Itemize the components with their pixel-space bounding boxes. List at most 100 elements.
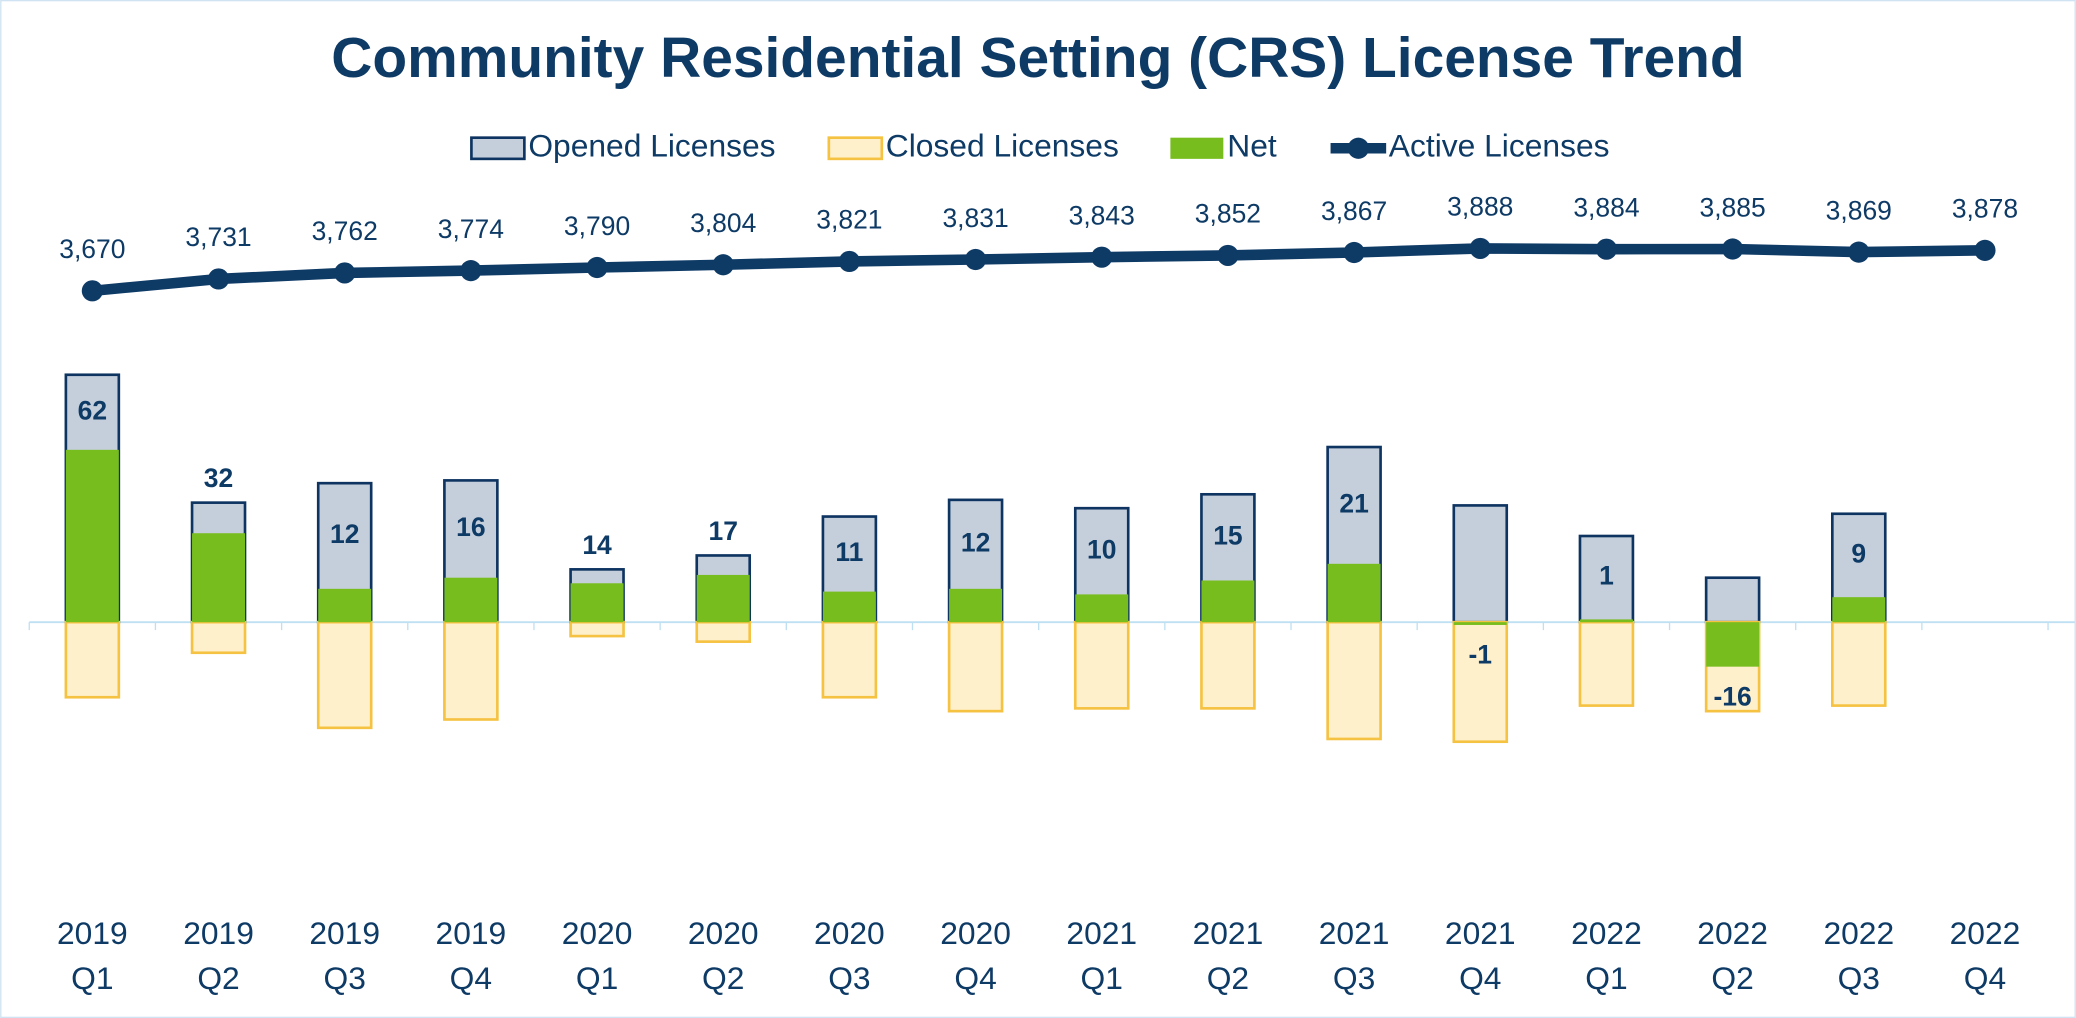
data-label: 12 [961, 527, 990, 557]
data-label: 15 [1213, 520, 1242, 550]
x-tick-label-line: 2019 [436, 915, 507, 951]
bar [1327, 563, 1381, 623]
bar [569, 620, 625, 638]
bar [192, 533, 246, 623]
bar [1201, 580, 1255, 623]
data-label: 10 [1087, 534, 1116, 564]
data-label: 3,888 [1447, 192, 1513, 222]
legend-label: Closed Licenses [886, 128, 1119, 164]
x-tick-label: 2020 Q2 [688, 915, 759, 996]
bar [64, 620, 121, 699]
bar [1706, 622, 1760, 667]
line-marker [1469, 237, 1491, 259]
line-marker [1343, 241, 1365, 264]
data-label: 3,878 [1952, 194, 2018, 224]
bar [822, 591, 876, 623]
bar [1073, 620, 1130, 710]
data-label: 12 [330, 519, 359, 549]
x-tick-label-line: 2022 [1823, 915, 1894, 951]
bar [1832, 597, 1886, 623]
x-tick-label-line: 2021 [1193, 915, 1264, 951]
bar [316, 620, 373, 730]
bar [1452, 620, 1509, 744]
line-marker [460, 260, 482, 282]
data-label: 3,831 [942, 203, 1008, 233]
data-label: 3,762 [312, 216, 378, 246]
x-tick-label-line: 2021 [1445, 915, 1516, 951]
x-tick-label: 2022 Q2 [1697, 915, 1768, 996]
x-tick-label-line: Q4 [1964, 960, 2006, 996]
bar [949, 588, 1003, 623]
line-marker [1722, 238, 1744, 260]
data-label: 32 [204, 463, 233, 493]
legend-swatch [470, 136, 526, 161]
data-label: 3,670 [59, 234, 125, 264]
x-tick-label-line: Q3 [324, 960, 366, 996]
x-tick-label-line: 2020 [688, 915, 759, 951]
x-tick-label-line: Q3 [1838, 960, 1880, 996]
x-tick-label-line: 2021 [1066, 915, 1137, 951]
data-label: 14 [582, 530, 612, 560]
line-marker [838, 250, 860, 273]
bar [444, 577, 498, 623]
data-label: 62 [78, 395, 107, 425]
data-label: 3,804 [690, 208, 756, 238]
data-label: -1 [1468, 640, 1492, 670]
x-tick-label-line: 2020 [814, 915, 885, 951]
x-tick-label: 2020 Q3 [814, 915, 885, 996]
line-marker [586, 256, 608, 279]
x-tick-label-line: 2019 [183, 915, 254, 951]
line-marker [1974, 239, 1996, 261]
legend-label: Active Licenses [1389, 128, 1610, 164]
data-label: 3,884 [1573, 192, 1639, 222]
x-tick-label: 2021 Q1 [1066, 915, 1137, 996]
x-tick-label: 2022 Q1 [1571, 915, 1642, 996]
bar [1200, 620, 1256, 710]
data-label: 3,885 [1699, 192, 1765, 222]
x-tick-label: 2022 Q4 [1950, 915, 2021, 996]
x-tick-label-line: 2022 [1697, 915, 1768, 951]
bar [1326, 620, 1382, 741]
x-tick-label-line: 2022 [1571, 915, 1642, 951]
x-tick-label-line: Q4 [450, 960, 492, 996]
x-tick-label-line: 2020 [562, 915, 633, 951]
x-tick-label-line: 2022 [1950, 915, 2021, 951]
bar [821, 620, 878, 699]
x-tick-label-line: Q2 [1711, 960, 1753, 996]
data-label: 3,731 [185, 222, 251, 252]
bar [190, 620, 247, 655]
legend-swatch [1170, 137, 1224, 159]
bar [947, 620, 1004, 713]
data-label: 3,790 [564, 211, 630, 241]
bar [696, 574, 750, 623]
bar [65, 449, 119, 623]
data-label: 17 [708, 516, 737, 546]
chart-title: Community Residential Setting (CRS) Lice… [331, 26, 1744, 90]
line-marker [1217, 244, 1239, 267]
x-tick-label-line: 2019 [309, 915, 380, 951]
legend-swatch [1347, 137, 1369, 159]
bar [1830, 620, 1887, 707]
x-tick-label: 2020 Q4 [940, 915, 1011, 996]
bar [695, 620, 752, 643]
line-marker [712, 254, 734, 276]
bar [1578, 620, 1635, 707]
bar [318, 588, 372, 623]
bar [570, 583, 624, 623]
x-tick-label-line: 2020 [940, 915, 1011, 951]
bar [1452, 504, 1509, 624]
bar [1579, 619, 1633, 623]
x-tick-label-line: Q4 [954, 960, 996, 996]
x-tick-label-line: Q4 [1459, 960, 1501, 996]
x-tick-label: 2019 Q2 [183, 915, 254, 996]
data-label: 3,843 [1069, 200, 1135, 230]
x-tick-label-line: Q2 [1207, 960, 1249, 996]
x-tick-label-line: Q2 [702, 960, 744, 996]
x-tick-label: 2019 Q1 [57, 915, 128, 996]
data-label: 1 [1599, 561, 1614, 591]
bar [1075, 594, 1129, 623]
line-marker [1848, 241, 1870, 263]
x-tick-label-line: Q1 [1081, 960, 1123, 996]
data-label: 3,821 [816, 205, 882, 235]
